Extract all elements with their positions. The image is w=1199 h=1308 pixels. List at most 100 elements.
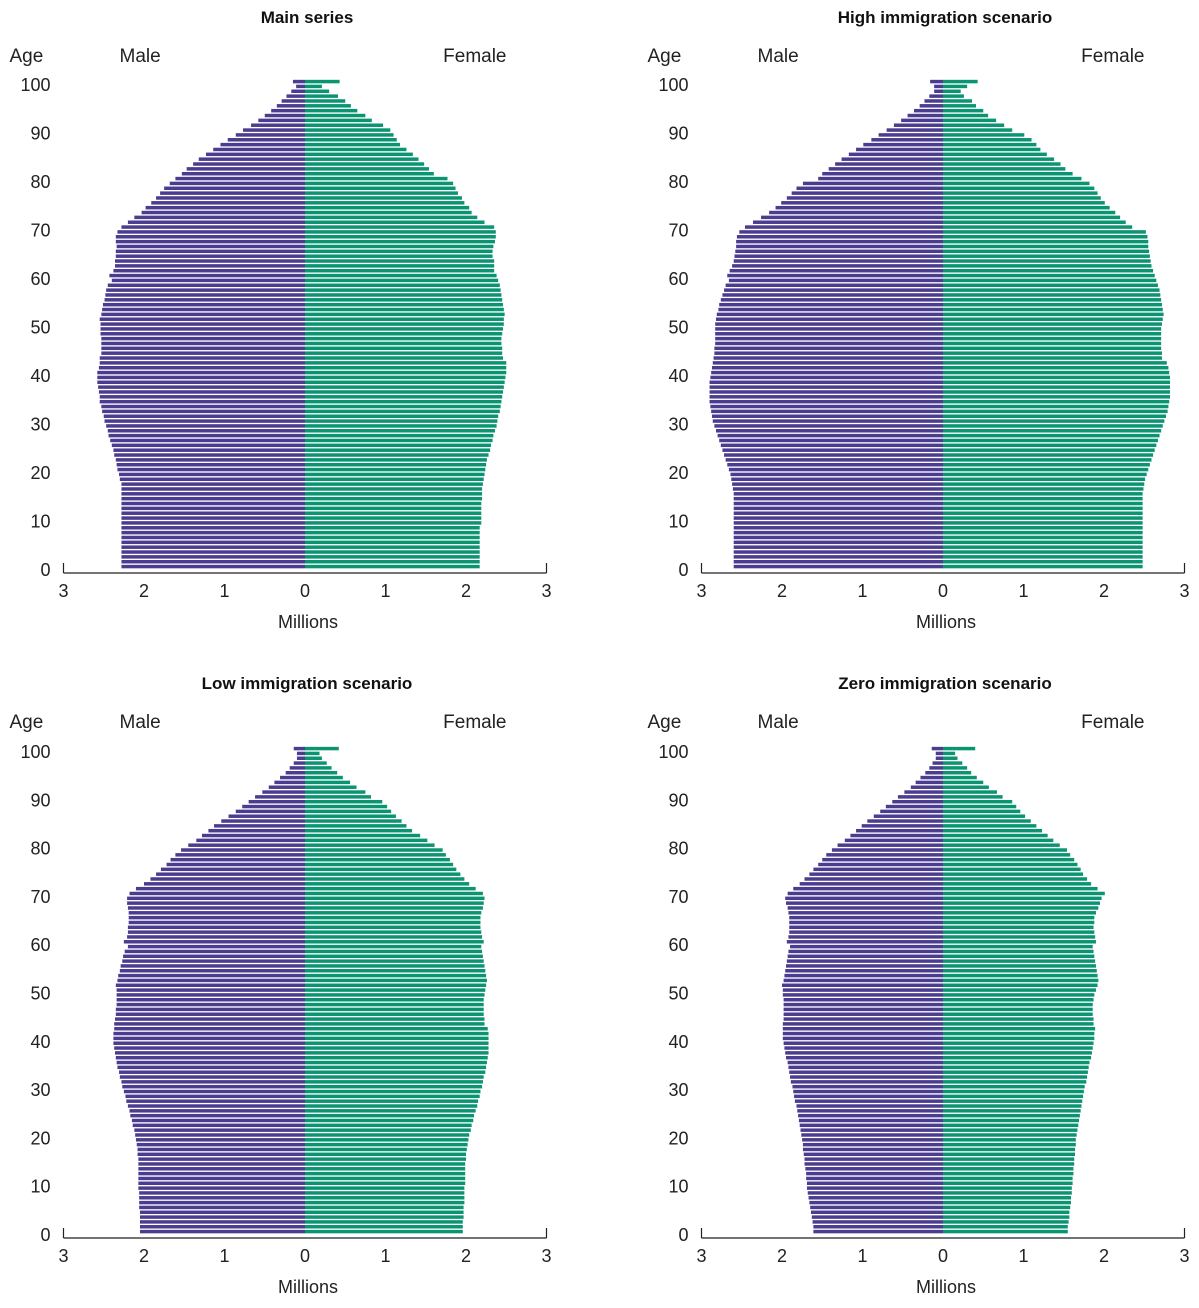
female-bar (943, 380, 1171, 385)
female-bar (305, 501, 482, 506)
female-bar (305, 828, 413, 833)
male-bar (735, 249, 943, 254)
female-bar (943, 799, 1013, 804)
male-bar (791, 191, 943, 195)
male-bar (733, 535, 943, 540)
female-bar (943, 235, 1148, 239)
male-bar (122, 959, 305, 963)
male-bar (251, 123, 305, 127)
female-bar (305, 930, 482, 934)
female-bar (305, 293, 502, 297)
male-bar (99, 361, 305, 365)
female-bar (305, 896, 485, 901)
male-bar (811, 1215, 943, 1219)
y-tick-label: 30 (30, 415, 50, 435)
male-bar (901, 118, 943, 123)
female-bar (943, 399, 1170, 404)
male-bar (121, 526, 306, 530)
male-bar (850, 833, 943, 838)
male-bar (786, 196, 943, 200)
male-bar (794, 1094, 943, 1099)
female-bar (943, 911, 1096, 915)
female-bar (305, 186, 456, 191)
male-bar (709, 395, 943, 399)
female-bar (943, 482, 1145, 486)
male-bar (809, 1200, 943, 1205)
male-bar (97, 370, 305, 375)
female-bar (943, 1104, 1082, 1108)
male-bar (733, 501, 943, 506)
y-tick-label: 30 (668, 415, 688, 435)
female-bar (305, 259, 495, 263)
male-bar (126, 1099, 305, 1103)
male-bar (709, 380, 943, 385)
male-bar (119, 472, 305, 477)
male-bar (138, 1157, 305, 1161)
female-bar (305, 482, 483, 486)
female-bar (305, 191, 458, 195)
male-bar (129, 891, 305, 896)
male-bar (731, 477, 943, 482)
female-bar (943, 843, 1060, 847)
female-bar (943, 1065, 1089, 1070)
male-bar (786, 901, 943, 905)
female-bar (943, 1113, 1080, 1118)
female-bar (305, 104, 351, 108)
female-bar (943, 215, 1121, 220)
male-bar (196, 838, 305, 843)
male-bar (134, 1128, 305, 1132)
female-bar (305, 1200, 465, 1205)
female-bar (943, 157, 1055, 161)
male-bar (227, 138, 305, 142)
female-bar (305, 162, 425, 166)
male-bar (113, 1041, 305, 1045)
female-bar (305, 1080, 483, 1084)
x-tick-label: 0 (300, 1246, 310, 1266)
female-bar (943, 1152, 1076, 1157)
female-bar (943, 133, 1025, 137)
male-label: Male (758, 46, 799, 67)
female-bar (305, 205, 470, 210)
male-bar (788, 949, 943, 954)
female-bar (943, 99, 972, 103)
male-bar (280, 775, 305, 780)
female-bar (305, 380, 505, 385)
female-bar (305, 535, 480, 540)
female-bar (305, 911, 482, 915)
female-bar (305, 322, 504, 326)
female-bar (305, 462, 487, 467)
male-bar (121, 506, 306, 511)
female-bar (943, 1157, 1075, 1161)
male-bar (925, 770, 943, 775)
chart-title: Main series (261, 8, 354, 27)
female-bar (305, 249, 493, 254)
male-bar (753, 220, 943, 224)
female-bar (943, 492, 1143, 496)
male-bar (99, 395, 305, 399)
male-bar (175, 176, 305, 181)
female-bar (943, 288, 1160, 292)
female-bar (943, 804, 1017, 809)
female-bar (305, 133, 394, 137)
male-bar (861, 824, 943, 828)
female-bar (305, 1017, 485, 1021)
y-tick-label: 0 (678, 560, 688, 580)
male-bar (116, 993, 305, 997)
female-bar (305, 1046, 489, 1050)
female-bar (943, 94, 964, 98)
female-bar (943, 775, 977, 780)
male-bar (116, 244, 305, 249)
male-bar (804, 1157, 943, 1161)
female-bar (305, 1036, 489, 1041)
female-bar (305, 751, 320, 756)
male-bar (169, 181, 305, 186)
female-bar (943, 409, 1168, 414)
x-tick-label: 2 (139, 1246, 149, 1266)
male-bar (885, 804, 943, 809)
female-bar (305, 1225, 463, 1229)
female-bar (305, 181, 454, 186)
male-bar (123, 940, 305, 944)
male-bar (897, 795, 943, 799)
female-bar (943, 940, 1096, 944)
